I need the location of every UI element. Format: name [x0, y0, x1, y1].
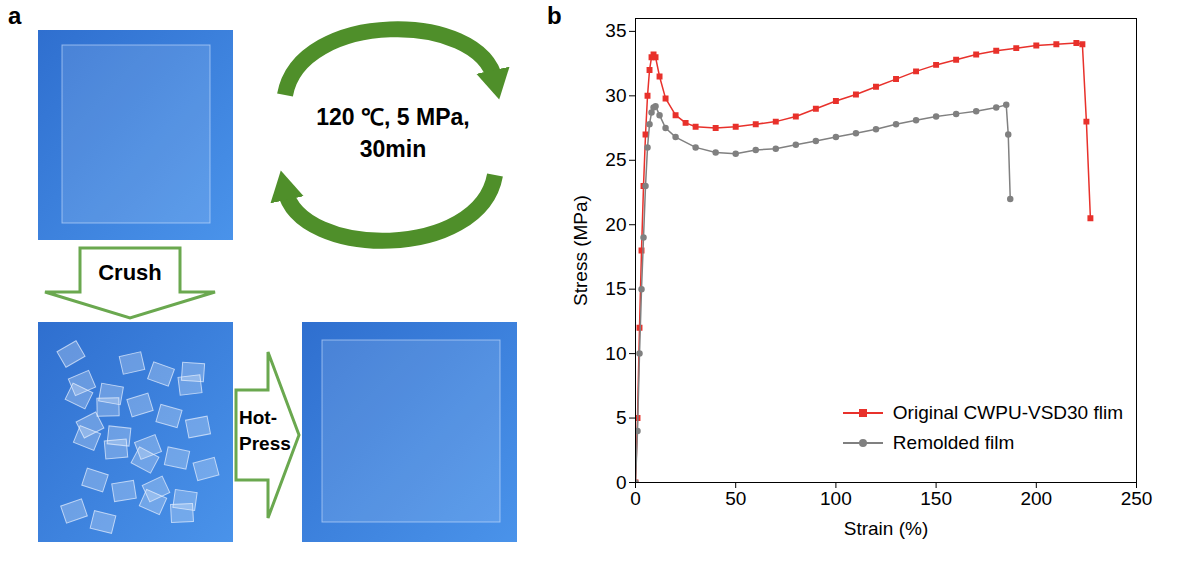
svg-text:Stress (MPa): Stress (MPa) — [570, 195, 591, 306]
svg-text:250: 250 — [1121, 488, 1153, 509]
svg-text:20: 20 — [605, 214, 626, 235]
svg-text:30: 30 — [605, 85, 626, 106]
svg-text:10: 10 — [605, 343, 626, 364]
svg-text:Strain (%): Strain (%) — [844, 518, 928, 539]
html-text:b: b — [547, 2, 562, 29]
svg-text:Hot-: Hot- — [239, 407, 277, 428]
svg-text:30min: 30min — [360, 136, 426, 162]
svg-text:Press: Press — [239, 433, 291, 454]
svg-text:200: 200 — [1020, 488, 1052, 509]
svg-text:15: 15 — [605, 278, 626, 299]
svg-text:Crush: Crush — [98, 260, 162, 285]
svg-text:25: 25 — [605, 149, 626, 170]
html-text:Original CWPU-VSD30 flim: Original CWPU-VSD30 flim — [892, 402, 1123, 423]
svg-text:150: 150 — [920, 488, 952, 509]
svg-text:0: 0 — [630, 488, 641, 509]
svg-text:50: 50 — [725, 488, 746, 509]
svg-text:120 ℃, 5 MPa,: 120 ℃, 5 MPa, — [316, 104, 469, 130]
svg-text:35: 35 — [605, 20, 626, 41]
svg-text:100: 100 — [820, 488, 852, 509]
svg-text:a: a — [8, 2, 22, 29]
svg-text:0: 0 — [616, 472, 627, 493]
html-text:Remolded film: Remolded film — [892, 432, 1015, 453]
svg-text:5: 5 — [616, 407, 627, 428]
